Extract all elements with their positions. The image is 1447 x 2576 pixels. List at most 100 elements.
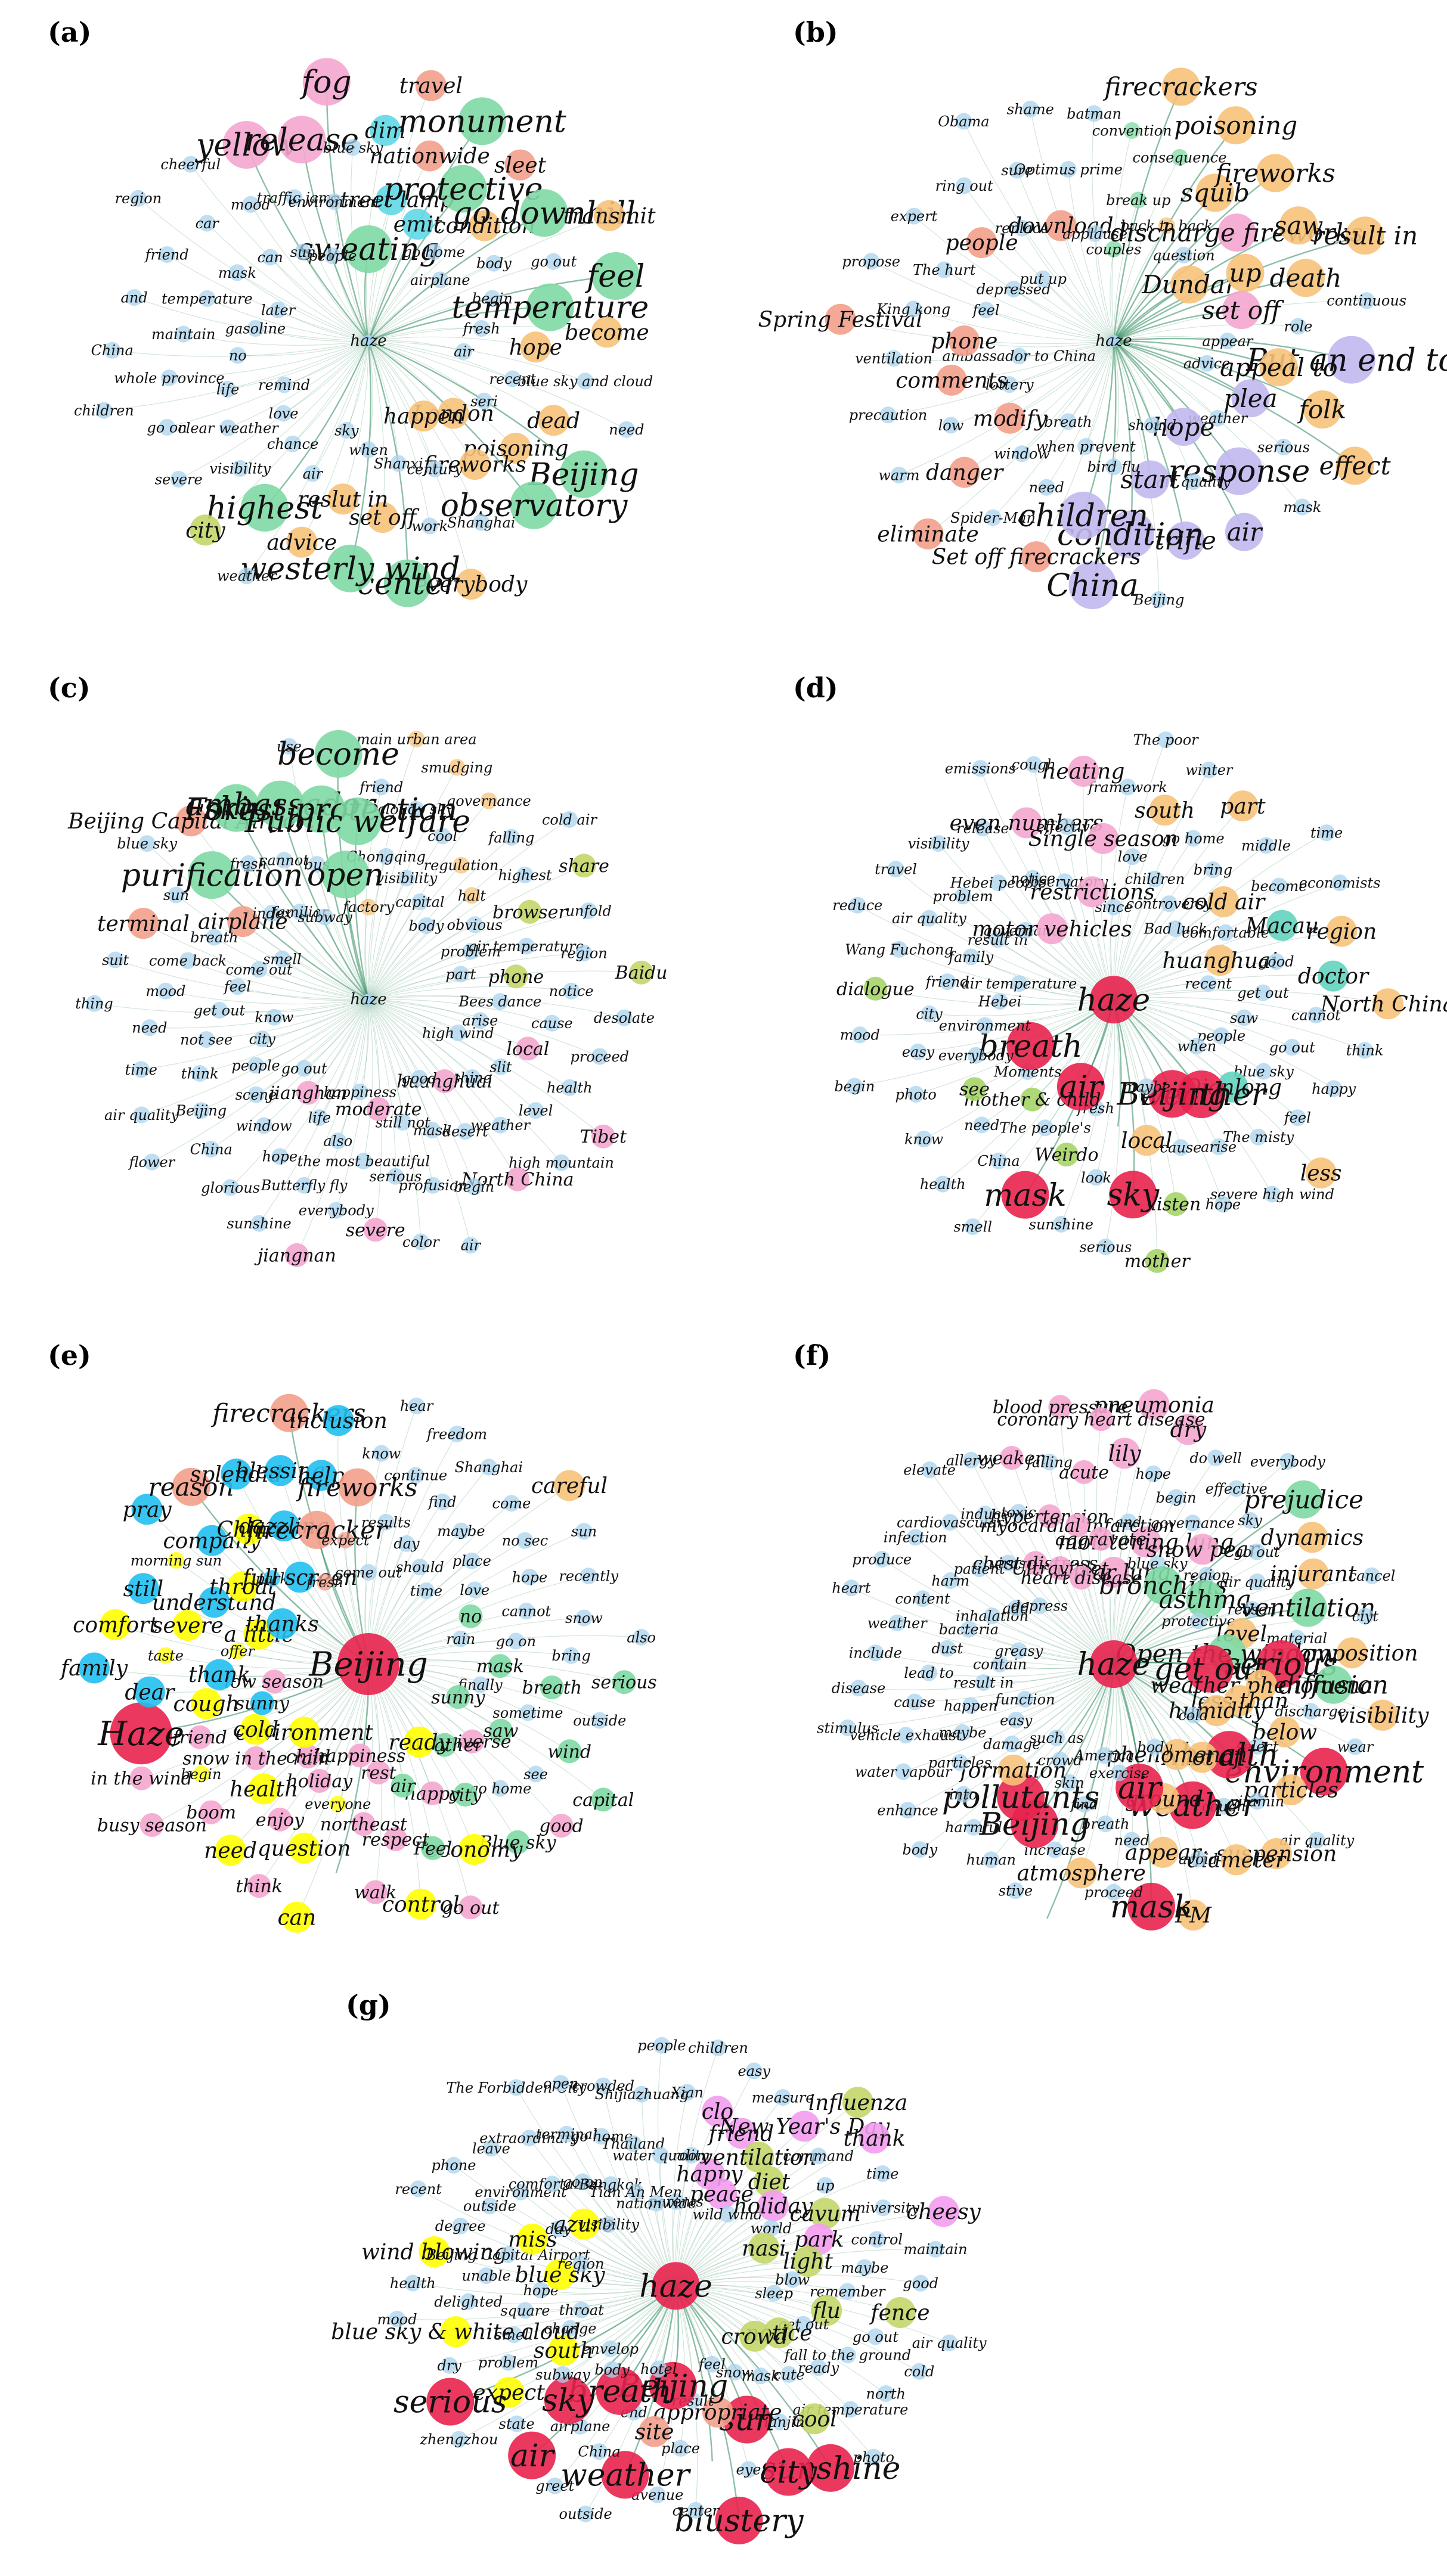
node-circle [329, 1132, 346, 1150]
panel-label: (c) [48, 672, 91, 704]
node-circle [411, 1070, 428, 1087]
node-circle [1279, 206, 1318, 245]
node-label: body [1137, 1739, 1172, 1756]
node-circle [398, 870, 415, 887]
node-circle [1059, 161, 1077, 178]
node-circle [326, 193, 343, 210]
node-circle [1256, 154, 1294, 193]
node-label: good [1259, 954, 1294, 970]
node-label: trifle [1155, 526, 1216, 555]
node-circle [455, 343, 472, 360]
edge [301, 139, 370, 342]
node-circle [1259, 348, 1298, 387]
edge [242, 921, 369, 1000]
node-label: Beijing [1133, 591, 1184, 608]
node-label: part [1220, 794, 1266, 819]
node-circle [1161, 67, 1200, 106]
node-circle [500, 433, 531, 464]
node-label: ciyt [1352, 1608, 1379, 1625]
edge [1111, 130, 1133, 342]
node-circle [367, 502, 398, 533]
node-circle [425, 1177, 441, 1194]
node-label: high wind [422, 1025, 494, 1041]
node-label: Butterfly fly [261, 1177, 348, 1194]
node-label: thank [188, 1663, 250, 1687]
edge [269, 257, 369, 342]
node-circle [462, 943, 479, 960]
node-label: Beijing [175, 1103, 227, 1119]
node-circle [543, 1014, 560, 1032]
edge [368, 738, 417, 1000]
node-circle [238, 567, 255, 585]
panel-g: parentsXianroomchildrenclohappyeasyfrien… [331, 1989, 987, 2544]
node-circle [885, 350, 902, 367]
node-label: breath [190, 929, 238, 946]
edge [256, 999, 369, 1095]
node-label: desert [442, 1123, 489, 1140]
node-label: cannot [1291, 1007, 1341, 1024]
node-label: question [258, 1836, 351, 1861]
node-label: precaution [849, 407, 927, 424]
node-circle [580, 902, 597, 920]
edge [368, 252, 435, 342]
node-label: hope [512, 1569, 547, 1585]
edge [368, 999, 404, 1122]
node-label: plea [1223, 384, 1277, 413]
node-circle [415, 70, 447, 101]
node-label: function [994, 1691, 1055, 1708]
edge [367, 856, 386, 1000]
node-label: northeast [320, 1814, 408, 1835]
node-label: everyone [305, 1796, 371, 1812]
node-label: visibility [1337, 1703, 1429, 1728]
node-label: fresh [461, 321, 500, 337]
node-circle [432, 271, 449, 288]
node-circle [1216, 106, 1255, 145]
node-label: children [74, 402, 134, 419]
node-circle [412, 1233, 429, 1250]
node-label: remind [258, 377, 310, 393]
node-label: clear weather [178, 420, 279, 436]
edge [993, 340, 1114, 518]
node-label: time [866, 2165, 898, 2182]
node-circle [912, 518, 944, 550]
edge [368, 924, 475, 1000]
edge [1017, 170, 1114, 342]
node-label: need [204, 1839, 257, 1863]
node-label: heart disease [1021, 1568, 1142, 1589]
node-label: lead to [904, 1665, 953, 1681]
node-label: sleep [755, 2285, 793, 2302]
node-circle [1086, 225, 1104, 242]
edge [1113, 277, 1306, 342]
node-label: whole province [114, 370, 225, 386]
edge [316, 864, 369, 1000]
node-label: know [362, 1445, 401, 1462]
node-circle [227, 906, 259, 938]
node-label: influenza [808, 2091, 908, 2115]
edge [264, 999, 369, 1126]
node-circle [408, 731, 425, 748]
edge [312, 340, 369, 474]
node-circle [1038, 479, 1055, 496]
node-circle [275, 405, 292, 422]
node-circle [212, 784, 261, 832]
edge [368, 877, 407, 1000]
edge [1113, 340, 1279, 368]
node-circle [1327, 336, 1375, 384]
node-circle [553, 1154, 570, 1171]
node-circle [242, 195, 259, 213]
node-label: subway [298, 909, 352, 926]
edge [368, 995, 500, 1002]
node-label: monument [398, 104, 566, 140]
node-label: go out [281, 1060, 327, 1077]
node-circle [170, 471, 187, 488]
node-circle [292, 904, 309, 921]
node-label: maybe [437, 1523, 485, 1540]
edge [368, 836, 443, 1000]
edge [368, 340, 516, 449]
edge [368, 999, 570, 1088]
edge [262, 999, 369, 1039]
edge [283, 860, 369, 1000]
node-label: site [635, 2420, 674, 2444]
node-label: comments [896, 369, 1008, 393]
